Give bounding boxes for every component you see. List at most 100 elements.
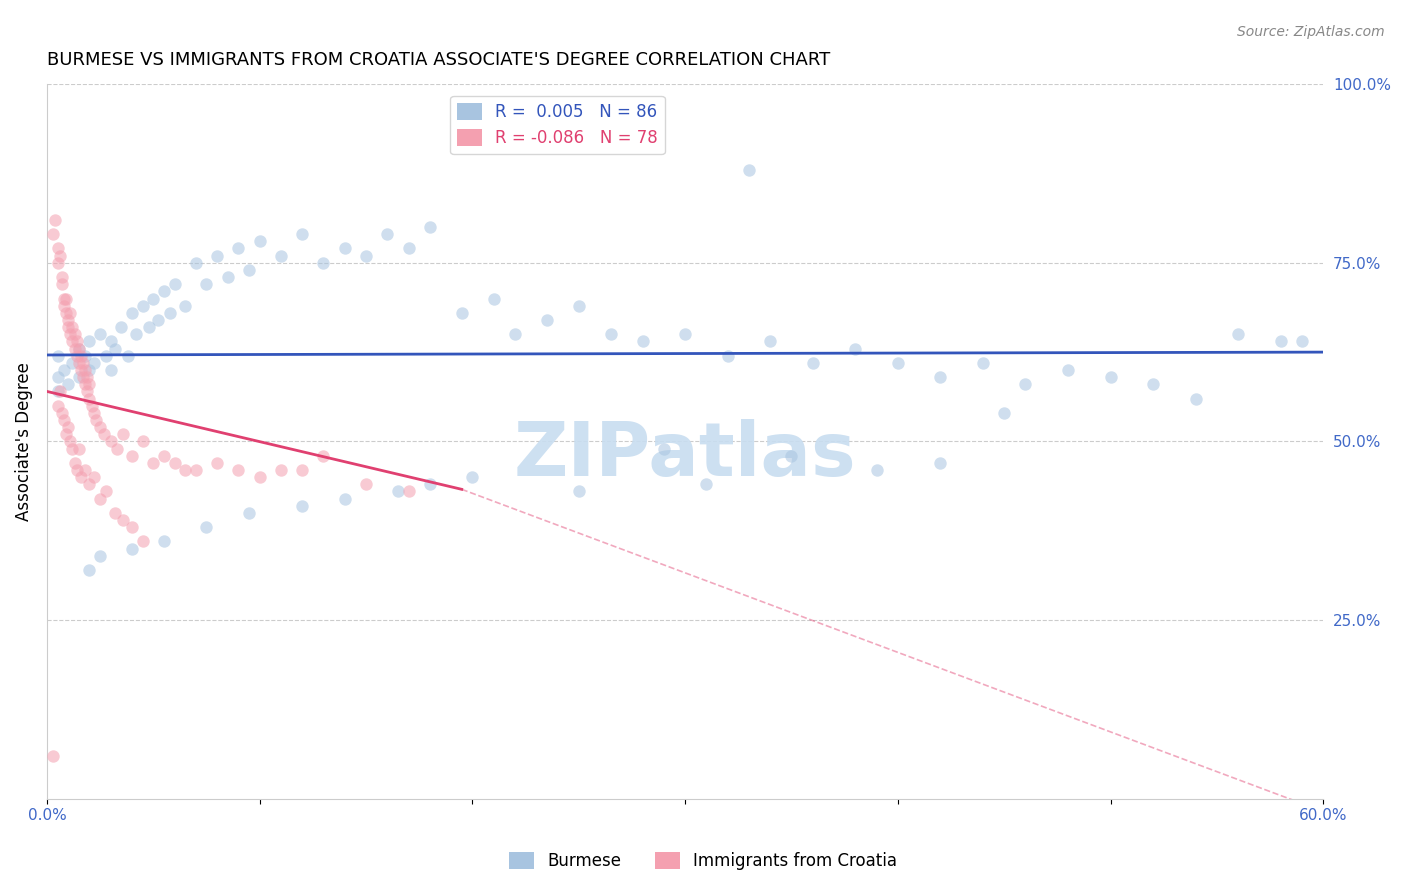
Point	[312, 256, 335, 270]
Point	[79, 477, 101, 491]
Point	[333, 242, 356, 256]
Point	[121, 449, 143, 463]
Point	[48, 249, 70, 263]
Point	[93, 427, 115, 442]
Point	[79, 377, 101, 392]
Point	[66, 463, 89, 477]
Point	[929, 456, 952, 470]
Point	[972, 356, 994, 370]
Point	[1014, 377, 1036, 392]
Point	[62, 320, 84, 334]
Point	[568, 299, 591, 313]
Point	[52, 299, 75, 313]
Point	[450, 306, 472, 320]
Point	[312, 449, 335, 463]
Point	[121, 541, 143, 556]
Point	[55, 292, 77, 306]
Point	[131, 299, 153, 313]
Point	[46, 399, 69, 413]
Point	[801, 356, 824, 370]
Point	[52, 292, 75, 306]
Point	[84, 413, 107, 427]
Point	[67, 356, 90, 370]
Point	[79, 334, 101, 349]
Point	[1227, 327, 1250, 342]
Point	[83, 406, 105, 420]
Point	[96, 484, 118, 499]
Point	[42, 748, 65, 763]
Point	[249, 235, 271, 249]
Point	[56, 313, 79, 327]
Point	[153, 534, 176, 549]
Point	[270, 249, 292, 263]
Point	[759, 334, 782, 349]
Point	[79, 563, 101, 577]
Text: ZIPatlas: ZIPatlas	[513, 419, 856, 492]
Point	[398, 484, 420, 499]
Point	[62, 356, 84, 370]
Point	[44, 213, 66, 227]
Point	[70, 363, 93, 377]
Point	[100, 334, 122, 349]
Point	[76, 384, 98, 399]
Point	[568, 484, 591, 499]
Point	[100, 434, 122, 449]
Point	[52, 413, 75, 427]
Point	[354, 477, 377, 491]
Point	[100, 363, 122, 377]
Point	[419, 220, 441, 235]
Y-axis label: Associate's Degree: Associate's Degree	[15, 362, 32, 521]
Point	[142, 292, 165, 306]
Point	[51, 406, 73, 420]
Point	[42, 227, 65, 242]
Point	[51, 270, 73, 285]
Point	[63, 327, 86, 342]
Point	[228, 463, 250, 477]
Point	[83, 356, 105, 370]
Point	[184, 256, 207, 270]
Point	[1057, 363, 1080, 377]
Point	[70, 470, 93, 484]
Point	[354, 249, 377, 263]
Point	[55, 427, 77, 442]
Point	[599, 327, 621, 342]
Point	[67, 442, 90, 456]
Point	[270, 463, 292, 477]
Point	[142, 456, 165, 470]
Point	[1184, 392, 1206, 406]
Point	[163, 456, 186, 470]
Point	[46, 256, 69, 270]
Point	[46, 242, 69, 256]
Point	[59, 434, 82, 449]
Point	[62, 334, 84, 349]
Point	[482, 292, 505, 306]
Point	[56, 420, 79, 434]
Point	[419, 477, 441, 491]
Point	[375, 227, 398, 242]
Point	[695, 477, 717, 491]
Legend: R =  0.005   N = 86, R = -0.086   N = 78: R = 0.005 N = 86, R = -0.086 N = 78	[450, 96, 665, 154]
Point	[76, 370, 98, 384]
Point	[163, 277, 186, 292]
Point	[844, 342, 866, 356]
Point	[75, 349, 97, 363]
Point	[195, 520, 218, 534]
Point	[238, 263, 260, 277]
Point	[62, 442, 84, 456]
Point	[72, 370, 94, 384]
Point	[673, 327, 696, 342]
Point	[63, 342, 86, 356]
Point	[46, 349, 69, 363]
Point	[780, 449, 803, 463]
Point	[1142, 377, 1164, 392]
Point	[52, 363, 75, 377]
Point	[631, 334, 654, 349]
Point	[75, 463, 97, 477]
Point	[387, 484, 409, 499]
Point	[238, 506, 260, 520]
Point	[63, 456, 86, 470]
Point	[146, 313, 169, 327]
Point	[79, 363, 101, 377]
Point	[205, 249, 228, 263]
Point	[1270, 334, 1292, 349]
